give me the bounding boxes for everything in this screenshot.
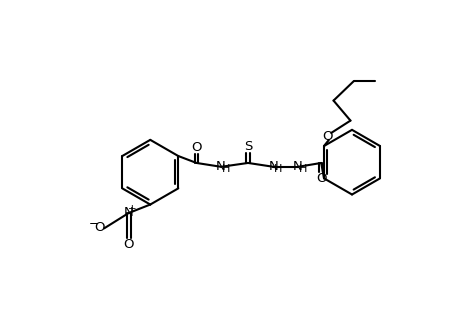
Text: H: H	[274, 164, 282, 174]
Text: N: N	[216, 160, 226, 173]
Text: N: N	[268, 160, 278, 173]
Text: O: O	[322, 130, 333, 143]
Text: H: H	[221, 164, 230, 174]
Text: S: S	[244, 140, 252, 153]
Text: O: O	[123, 238, 134, 251]
Text: O: O	[191, 141, 202, 154]
Text: N: N	[124, 207, 134, 220]
Text: O: O	[94, 221, 105, 234]
Text: N: N	[293, 160, 303, 173]
Text: H: H	[299, 164, 307, 174]
Text: O: O	[316, 172, 327, 185]
Text: +: +	[128, 204, 137, 214]
Text: −: −	[89, 217, 99, 230]
